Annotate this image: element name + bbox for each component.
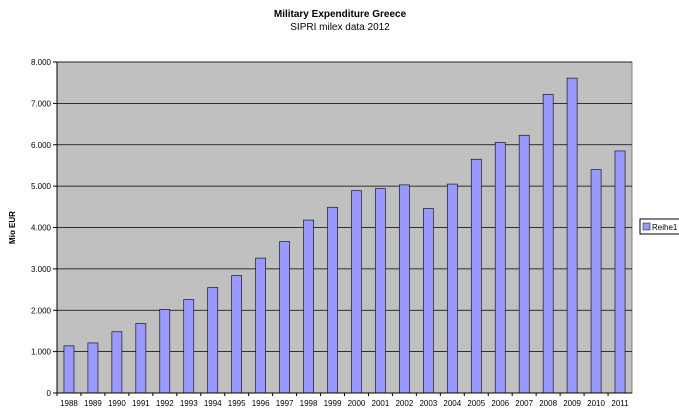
y-tick-label: 8.000	[31, 58, 52, 67]
bar-2009	[566, 77, 578, 394]
x-tick-label: 2004	[443, 399, 461, 408]
x-tick-label: 1994	[204, 399, 222, 408]
x-tick-label: 1992	[156, 399, 174, 408]
bar-1995	[231, 275, 243, 394]
legend: Reihe1	[639, 218, 679, 235]
y-tick-label: 2.000	[31, 306, 52, 315]
bar-2007	[518, 134, 530, 394]
bar-2011	[614, 150, 626, 394]
bar-1988	[63, 345, 75, 394]
bar-2003	[423, 208, 434, 394]
legend-swatch	[642, 222, 651, 231]
bar-1994	[207, 287, 219, 394]
bar-2001	[375, 188, 386, 394]
x-tick-label: 2008	[539, 399, 557, 408]
bar-1996	[255, 257, 266, 394]
bar-1993	[183, 299, 195, 394]
bar-1991	[135, 323, 147, 394]
y-tick-label: 1.000	[31, 348, 52, 357]
bar-2000	[351, 190, 362, 394]
x-tick-label: 1993	[180, 399, 198, 408]
x-tick-label: 2011	[611, 399, 629, 408]
x-tick-label: 2006	[491, 399, 509, 408]
bar-1992	[159, 309, 171, 394]
y-tick-label: 3.000	[31, 265, 52, 274]
y-tick-label: 7.000	[31, 99, 52, 108]
x-tick-label: 2003	[419, 399, 437, 408]
x-axis-ticks: 1988 1989 1990 1991 1992 1993 1994 1995 1996 1997…	[56, 393, 629, 408]
y-axis-label: Mio EUR	[8, 211, 17, 244]
bar-1998	[303, 219, 314, 394]
bar-2010	[590, 169, 602, 394]
bar-1989	[87, 342, 99, 394]
x-tick-label: 2005	[467, 399, 485, 408]
bar-2006	[494, 141, 506, 394]
y-tick-label: 0	[47, 389, 52, 398]
bar-2005	[470, 158, 482, 394]
x-tick-label: 1998	[300, 399, 318, 408]
x-tick-label: 2002	[395, 399, 413, 408]
y-tick-label: 4.000	[31, 224, 52, 233]
x-tick-label: 1991	[132, 399, 150, 408]
bar-1997	[279, 241, 290, 394]
bar-1990	[111, 331, 123, 394]
x-tick-label: 2001	[372, 399, 390, 408]
bar-2008	[542, 93, 554, 394]
x-tick-label: 2009	[563, 399, 581, 408]
legend-label: Reihe1	[652, 223, 678, 232]
x-tick-label: 1988	[60, 399, 78, 408]
x-tick-label: 2010	[587, 399, 605, 408]
x-tick-label: 1995	[228, 399, 246, 408]
chart-subtitle: SIPRI milex data 2012	[290, 22, 390, 33]
y-tick-label: 6.000	[31, 141, 52, 150]
x-tick-label: 1997	[276, 399, 294, 408]
x-tick-label: 2000	[348, 399, 366, 408]
bar-1999	[327, 206, 338, 394]
y-tick-label: 5.000	[31, 182, 52, 191]
x-tick-label: 1999	[324, 399, 342, 408]
x-tick-label: 1989	[84, 399, 102, 408]
bar-2002	[399, 184, 410, 394]
x-tick-label: 1990	[108, 399, 126, 408]
x-tick-label: 2007	[515, 399, 533, 408]
bar-2004	[446, 183, 458, 394]
bars	[63, 77, 626, 394]
chart-title: Military Expenditure Greece	[274, 9, 407, 20]
x-tick-label: 1996	[252, 399, 270, 408]
